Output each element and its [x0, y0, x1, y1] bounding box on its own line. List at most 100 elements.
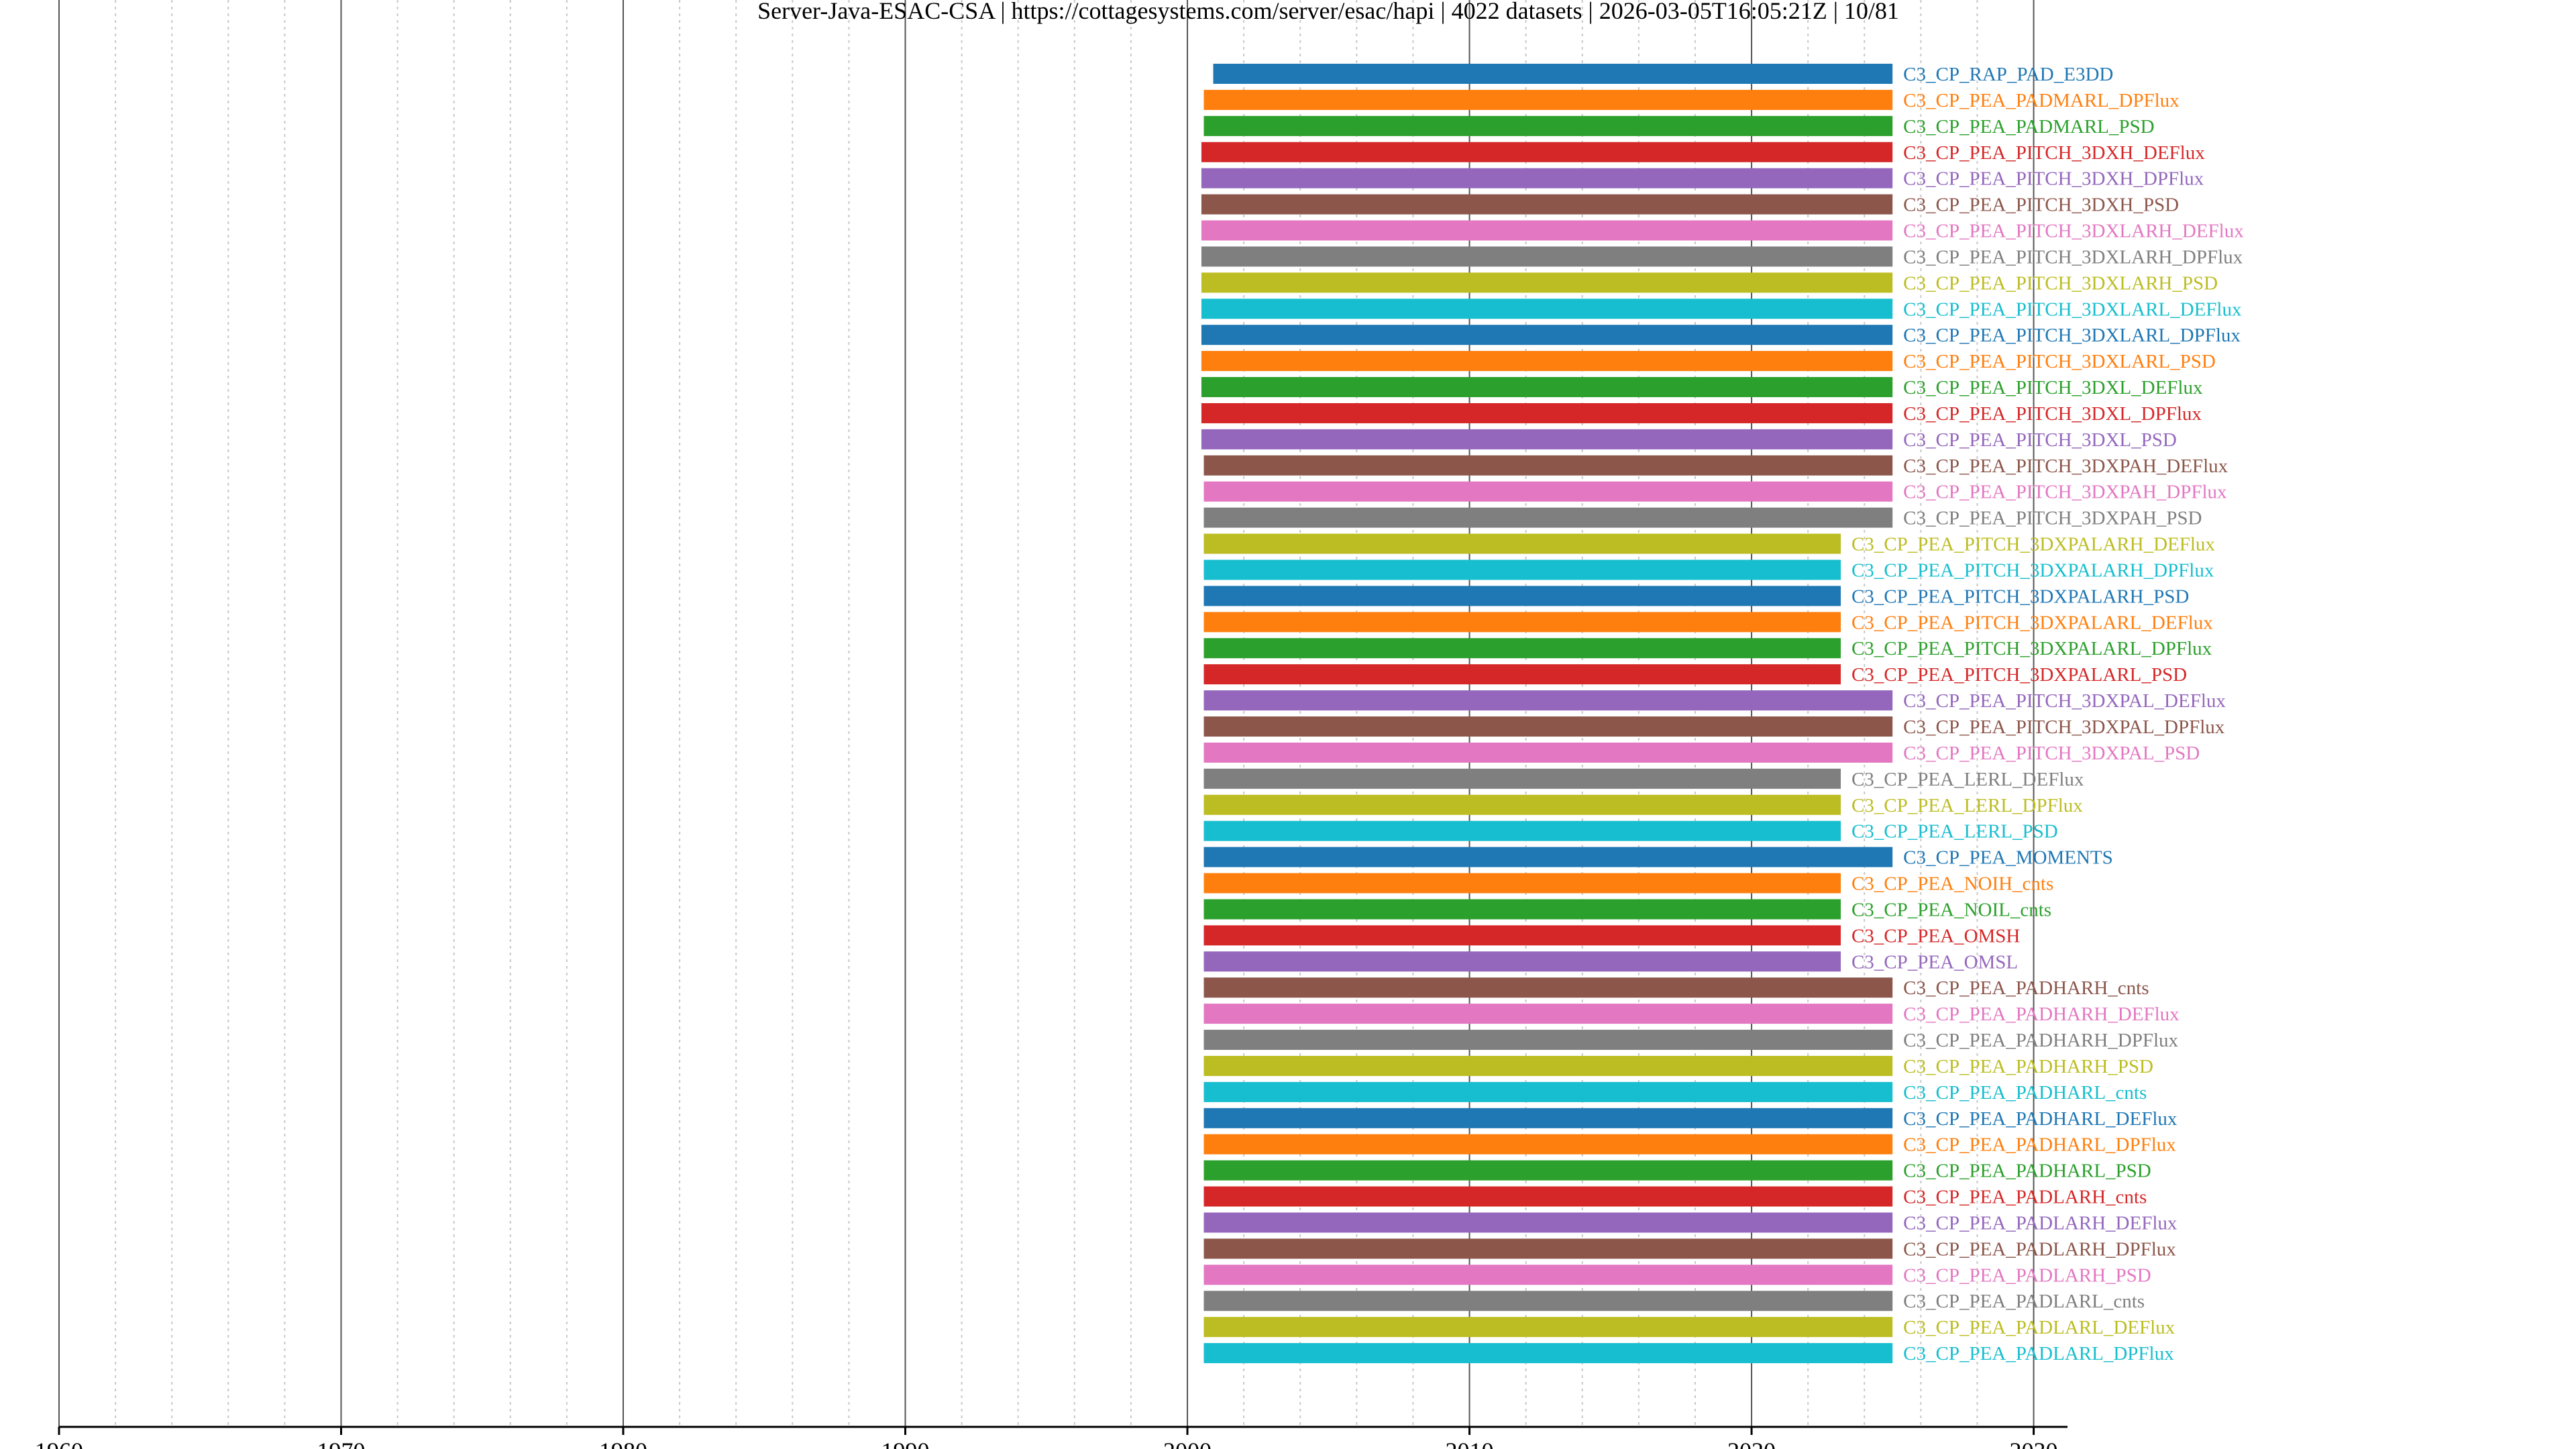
dataset-bar — [1203, 1317, 1893, 1338]
dataset-bar — [1203, 664, 1841, 685]
dataset-label: C3_CP_PEA_PITCH_3DXH_PSD — [1903, 195, 2179, 216]
dataset-label: C3_CP_PEA_LERL_DEFlux — [1851, 769, 2084, 790]
dataset-label: C3_CP_PEA_PADLARH_DPFlux — [1903, 1238, 2176, 1260]
dataset-bar — [1203, 1186, 1893, 1207]
dataset-label: C3_CP_PEA_PADHARH_DPFlux — [1903, 1030, 2178, 1051]
dataset-label: C3_CP_PEA_PITCH_3DXPALARH_PSD — [1851, 586, 2189, 607]
dataset-label: C3_CP_RAP_PAD_E3DD — [1903, 64, 2113, 85]
dataset-bar — [1203, 1108, 1893, 1128]
dataset-bar — [1201, 220, 1893, 241]
dataset-label: C3_CP_PEA_MOMENTS — [1903, 847, 2113, 869]
dataset-label: C3_CP_PEA_PITCH_3DXPAL_PSD — [1903, 743, 2200, 764]
dataset-label: C3_CP_PEA_PITCH_3DXPALARH_DEFlux — [1851, 534, 2215, 555]
dataset-bar — [1203, 1291, 1893, 1311]
dataset-label: C3_CP_PEA_PITCH_3DXL_PSD — [1903, 429, 2177, 451]
dataset-bar — [1203, 1081, 1893, 1102]
dataset-bar — [1203, 1160, 1893, 1181]
dataset-label: C3_CP_PEA_PADLARH_DEFlux — [1903, 1212, 2178, 1234]
dataset-label: C3_CP_PEA_PITCH_3DXLARH_PSD — [1903, 272, 2218, 294]
dataset-bar — [1201, 402, 1893, 423]
dataset-bar — [1203, 507, 1893, 528]
dataset-label: C3_CP_PEA_PITCH_3DXPALARL_DEFlux — [1851, 612, 2213, 633]
dataset-bar — [1203, 899, 1841, 920]
dataset-bar — [1201, 246, 1893, 267]
dataset-label: C3_CP_PEA_PADHARL_cnts — [1903, 1082, 2147, 1104]
dataset-bar — [1203, 1343, 1893, 1364]
dataset-bar — [1201, 351, 1893, 372]
dataset-bar — [1203, 742, 1893, 763]
dataset-label: C3_CP_PEA_PITCH_3DXPAL_DPFlux — [1903, 716, 2225, 738]
dataset-label: C3_CP_PEA_PITCH_3DXPALARL_PSD — [1851, 664, 2187, 686]
dataset-bar — [1203, 1055, 1893, 1076]
dataset-label: C3_CP_PEA_PITCH_3DXPAL_DEFlux — [1903, 690, 2226, 712]
dataset-label: C3_CP_PEA_PITCH_3DXLARL_PSD — [1903, 351, 2216, 372]
dataset-bar — [1203, 612, 1841, 633]
dataset-label: C3_CP_PEA_PITCH_3DXPALARL_DPFlux — [1851, 638, 2212, 659]
dataset-bar — [1201, 142, 1893, 162]
dataset-label: C3_CP_PEA_PADLARH_cnts — [1903, 1187, 2147, 1208]
dataset-label: C3_CP_PEA_PADLARL_DEFlux — [1903, 1317, 2176, 1338]
dataset-label: C3_CP_PEA_PADHARH_DEFlux — [1903, 1004, 2180, 1025]
chart-title: Server-Java-ESAC-CSA | https://cottagesy… — [757, 0, 1899, 24]
dataset-bar — [1203, 1238, 1893, 1259]
dataset-bar — [1203, 1004, 1893, 1024]
dataset-label: C3_CP_PEA_PADHARL_DPFlux — [1903, 1134, 2176, 1156]
dataset-bar — [1203, 115, 1893, 136]
dataset-bar — [1203, 586, 1841, 606]
dataset-label: C3_CP_PEA_PADHARH_PSD — [1903, 1056, 2153, 1077]
dataset-bar — [1203, 794, 1841, 815]
dataset-bar — [1203, 1265, 1893, 1285]
x-tick-label: 2010 — [1446, 1438, 1494, 1449]
dataset-bar — [1203, 951, 1841, 972]
dataset-bar — [1201, 299, 1893, 319]
dataset-label: C3_CP_PEA_NOIH_cnts — [1851, 873, 2053, 895]
x-tick-label: 1990 — [881, 1438, 930, 1449]
dataset-label: C3_CP_PEA_LERL_DPFlux — [1851, 795, 2083, 816]
dataset-label: C3_CP_PEA_PADLARL_DPFlux — [1903, 1343, 2174, 1364]
dataset-bar — [1203, 1030, 1893, 1051]
x-axis: 1960 1970 1980 1990 2000 2010 2020 2030 — [35, 1426, 2068, 1449]
dataset-bar — [1203, 559, 1841, 580]
dataset-bar — [1203, 638, 1841, 659]
dataset-bar — [1203, 716, 1893, 737]
dataset-label: C3_CP_PEA_PITCH_3DXLARH_DPFlux — [1903, 246, 2243, 268]
dataset-label: C3_CP_PEA_PITCH_3DXPALARH_DPFlux — [1851, 559, 2214, 581]
dataset-bar — [1203, 455, 1893, 476]
dataset-bar — [1203, 481, 1893, 502]
dataset-label: C3_CP_PEA_LERL_PSD — [1851, 821, 2058, 843]
x-tick-label: 1960 — [35, 1438, 83, 1449]
dataset-label: C3_CP_PEA_PITCH_3DXLARH_DEFlux — [1903, 221, 2244, 242]
dataset-bar — [1203, 977, 1893, 998]
dataset-bar — [1203, 533, 1841, 554]
dataset-bar — [1203, 820, 1841, 841]
dataset-label: C3_CP_PEA_PITCH_3DXPAH_PSD — [1903, 508, 2202, 529]
dataset-bar — [1201, 168, 1893, 189]
dataset-label: C3_CP_PEA_PITCH_3DXL_DEFlux — [1903, 377, 2203, 398]
x-tick-label: 1970 — [317, 1438, 366, 1449]
x-tick-label: 2000 — [1163, 1438, 1212, 1449]
dataset-bar — [1203, 89, 1893, 110]
dataset-bar — [1201, 429, 1893, 449]
dataset-bar — [1203, 1134, 1893, 1155]
dataset-bar — [1203, 1212, 1893, 1233]
dataset-label: C3_CP_PEA_OMSH — [1851, 925, 2020, 947]
dataset-bars — [1201, 64, 1893, 1364]
dataset-label: C3_CP_PEA_OMSL — [1851, 951, 2018, 973]
dataset-label: C3_CP_PEA_PADHARL_PSD — [1903, 1161, 2151, 1182]
dataset-bar — [1203, 925, 1841, 946]
dataset-label: C3_CP_PEA_PITCH_3DXL_DPFlux — [1903, 403, 2202, 425]
dataset-label: C3_CP_PEA_NOIL_cnts — [1851, 899, 2051, 920]
dataset-bar — [1203, 690, 1893, 711]
dataset-label: C3_CP_PEA_PADHARH_cnts — [1903, 977, 2149, 999]
dataset-bar — [1201, 325, 1893, 345]
dataset-labels: C3_CP_RAP_PAD_E3DD C3_CP_PEA_PADMARL_DPFl… — [1851, 64, 2244, 1364]
dataset-label: C3_CP_PEA_PADMARL_PSD — [1903, 116, 2154, 138]
dataset-bar — [1201, 194, 1893, 215]
dataset-label: C3_CP_PEA_PADHARL_DEFlux — [1903, 1108, 2178, 1130]
dataset-bar — [1203, 768, 1841, 789]
dataset-label: C3_CP_PEA_PITCH_3DXLARL_DPFlux — [1903, 325, 2241, 346]
x-tick-label: 1980 — [599, 1438, 647, 1449]
x-tick-label: 2030 — [2010, 1438, 2058, 1449]
dataset-label: C3_CP_PEA_PADLARL_cnts — [1903, 1291, 2145, 1312]
